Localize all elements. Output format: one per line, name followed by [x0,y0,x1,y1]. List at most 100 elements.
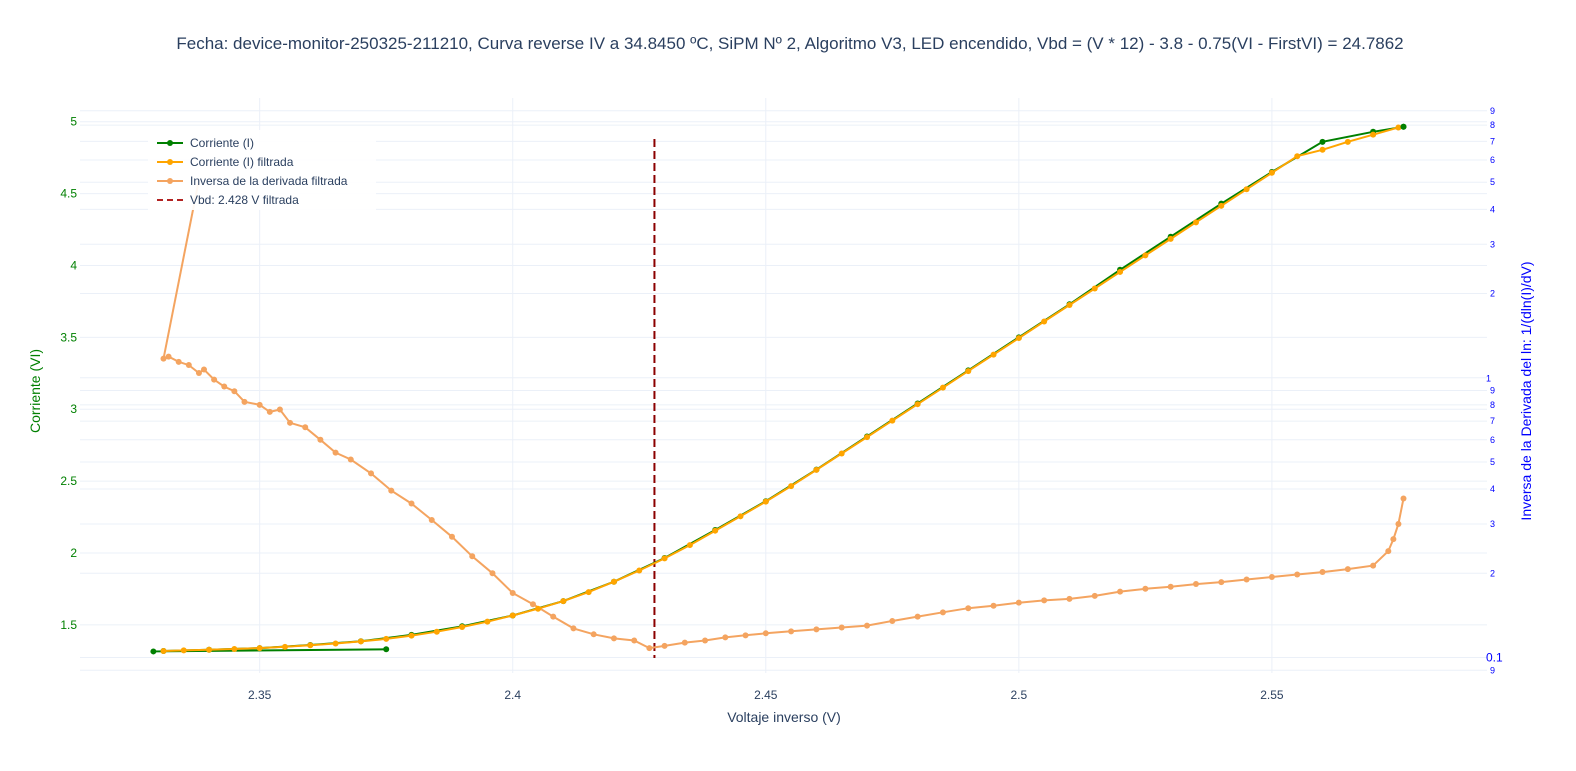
y2-minor-tick-label: 6 [1490,155,1495,165]
y2-minor-tick-label: 2 [1490,289,1495,299]
y2-major-tick-label: 0.1 [1486,650,1503,664]
data-point [742,632,749,639]
x-tick-label: 2.4 [504,688,521,702]
data-point [276,406,283,413]
data-point [965,368,972,375]
data-point [317,436,324,443]
data-point [509,590,516,597]
legend-item-corriente-filtrada[interactable]: Corriente (I) filtrada [157,155,294,169]
data-point [560,598,567,605]
data-point [1117,588,1124,595]
data-point [368,470,375,477]
data-point [1268,169,1275,176]
y2-minor-tick-label: 4 [1490,204,1495,214]
data-point [990,351,997,358]
data-point [211,376,218,383]
data-point [1091,285,1098,292]
y-tick-label: 2.5 [60,474,77,488]
y-tick-label: 3 [70,402,77,416]
y2-axis-title: Inversa de la Derivada del ln: 1/(dln(I)… [1518,261,1534,520]
data-point [585,589,592,596]
y2-minor-tick-label: 7 [1490,416,1495,426]
legend-item-inversa-derivada[interactable]: Inversa de la derivada filtrada [157,174,348,188]
data-point [200,366,207,373]
data-point [1395,124,1402,131]
data-point [469,553,476,560]
data-point [1167,235,1174,242]
data-point [231,388,238,395]
data-point [287,419,294,426]
data-point [459,624,466,630]
data-point [150,648,157,655]
data-point [590,631,597,638]
data-point [302,424,309,431]
data-point [1390,536,1397,543]
data-point [762,498,769,505]
data-point [889,417,896,424]
legend-swatch-marker [167,178,173,184]
data-point [1385,548,1392,555]
legend-label: Corriente (I) [190,136,254,150]
data-point [408,632,415,639]
legend-label: Corriente (I) filtrada [190,155,294,169]
data-point-end [1400,123,1407,130]
data-point [1319,569,1326,576]
data-point [838,450,845,457]
data-point [1319,146,1326,153]
y2-minor-tick-label: 8 [1490,120,1495,130]
data-point [489,570,496,577]
y2-minor-tick-label: 8 [1490,400,1495,410]
data-point [307,642,314,649]
data-point [428,517,435,524]
data-point [990,602,997,609]
data-point [712,527,719,534]
y-tick-label: 3.5 [60,330,77,344]
legend-item-vbd[interactable]: Vbd: 2.428 V filtrada [157,193,299,207]
y2-minor-tick-label: 4 [1490,484,1495,494]
y-tick-label: 4 [70,258,77,272]
legend-background [148,130,376,210]
y2-minor-tick-label: 5 [1490,457,1495,467]
data-point [256,645,263,652]
data-point [1218,579,1225,586]
data-point [383,635,390,642]
data-point [1066,595,1073,602]
x-axis-title: Voltaje inverso (V) [727,709,841,725]
data-point [1370,131,1377,138]
y2-minor-tick-label: 3 [1490,239,1495,249]
data-point [408,500,415,507]
data-point [1395,521,1402,528]
data-point [1192,581,1199,588]
data-point [864,622,871,629]
data-point [1192,219,1199,226]
data-point [1400,495,1407,502]
legend[interactable]: Corriente (I) Corriente (I) filtrada Inv… [148,130,376,210]
data-point [939,384,946,391]
tick-layer: 2.35 2.4 2.45 2.5 2.55 1.5 2 2.5 3 3.5 4 4.5 5 9 2 3 4 5 6… [60,106,1503,702]
data-point [165,353,172,360]
data-point [1117,268,1124,275]
data-point [681,639,688,646]
data-point [1041,597,1048,604]
data-point [332,640,339,647]
legend-item-corriente[interactable]: Corriente (I) [157,136,254,150]
data-point [1243,576,1250,583]
data-point [175,358,182,365]
data-point [1015,335,1022,342]
y-axis-title: Corriente (VI) [27,349,43,433]
data-point [636,567,643,574]
data-point [357,638,364,645]
data-point [1218,202,1225,209]
data-point [185,362,192,369]
data-point [722,634,729,641]
legend-label: Vbd: 2.428 V filtrada [190,193,299,207]
data-point [1294,153,1301,160]
y2-minor-tick-label: 9 [1490,386,1495,396]
y2-minor-tick-label: 5 [1490,177,1495,187]
data-point [646,645,653,652]
grid-layer [80,98,1487,673]
y-tick-label: 1.5 [60,618,77,632]
data-point [838,624,845,631]
